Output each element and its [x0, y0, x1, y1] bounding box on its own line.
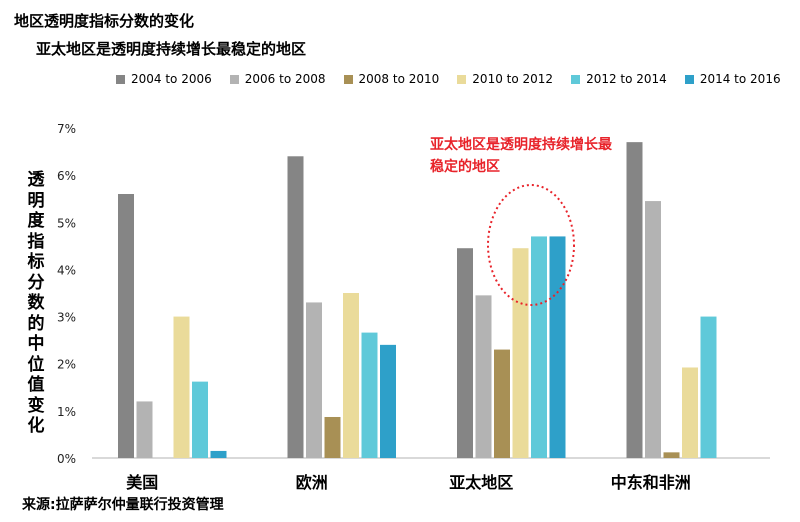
legend-swatch: [457, 74, 467, 84]
legend-item: 2006 to 2008: [229, 72, 326, 86]
legend-label: 2010 to 2012: [472, 72, 554, 86]
legend-item: 2010 to 2012: [457, 72, 553, 86]
bar: [531, 236, 547, 458]
bar: [512, 248, 529, 458]
bar: [306, 302, 322, 458]
legend-swatch: [229, 74, 239, 84]
bar: [494, 349, 510, 458]
y-axis-label: 透明度指标分数的中位值变化: [27, 170, 45, 436]
chart-subtitle: 亚太地区是透明度持续增长最稳定的地区: [36, 40, 307, 58]
legend-swatch: [684, 74, 694, 84]
x-tick-label: 欧洲: [296, 473, 328, 492]
legend-item: 2008 to 2010: [343, 72, 440, 86]
bar: [475, 295, 492, 458]
legend-label: 2004 to 2006: [131, 72, 212, 86]
bar: [136, 401, 153, 458]
source-note: 来源:拉萨萨尔仲量联行投资管理: [22, 497, 224, 513]
chart-title: 地区透明度指标分数的变化: [14, 12, 195, 30]
bar: [700, 316, 717, 458]
y-tick-label: 4%: [57, 263, 76, 277]
annotation-ellipse: [487, 184, 575, 306]
legend-label: 2014 to 2016: [699, 72, 781, 86]
bar: [287, 156, 304, 459]
legend-swatch: [343, 74, 353, 84]
annotation-text: 亚太地区是透明度持续增长最稳定的地区: [430, 137, 612, 175]
y-tick-label: 5%: [57, 216, 76, 230]
y-tick-label: 2%: [57, 358, 76, 372]
bar: [663, 452, 680, 458]
bar: [118, 194, 134, 458]
x-tick-label: 中东和非洲: [611, 473, 691, 492]
legend-swatch: [571, 74, 581, 84]
y-tick-label: 7%: [57, 122, 76, 136]
x-tick-label: 美国: [126, 473, 158, 492]
bar: [173, 316, 190, 458]
y-tick-label: 0%: [57, 452, 76, 466]
bar: [645, 201, 661, 459]
bar: [549, 236, 566, 458]
bar: [457, 248, 473, 458]
legend-label: 2012 to 2014: [586, 72, 667, 86]
y-tick-label: 6%: [57, 169, 76, 183]
bar: [361, 332, 378, 458]
legend-item: 2012 to 2014: [571, 72, 667, 86]
y-tick-label: 3%: [57, 311, 76, 325]
legend-label: 2008 to 2010: [358, 72, 440, 86]
bar: [343, 293, 359, 458]
legend-swatch: [116, 74, 125, 84]
bar: [626, 142, 643, 458]
bar: [192, 381, 208, 458]
bar: [380, 344, 396, 458]
bar: [210, 450, 227, 458]
legend-item: 2004 to 2006: [116, 72, 212, 86]
legend-item: 2014 to 2016: [684, 72, 781, 86]
bar: [682, 367, 698, 458]
x-tick-label: 亚太地区: [449, 473, 513, 492]
bar: [324, 416, 341, 458]
legend: 2004 to 2006 2006 to 2008 2008 to 2010 2010…: [116, 72, 799, 86]
legend-label: 2006 to 2008: [244, 72, 326, 86]
y-tick-label: 1%: [57, 405, 76, 419]
